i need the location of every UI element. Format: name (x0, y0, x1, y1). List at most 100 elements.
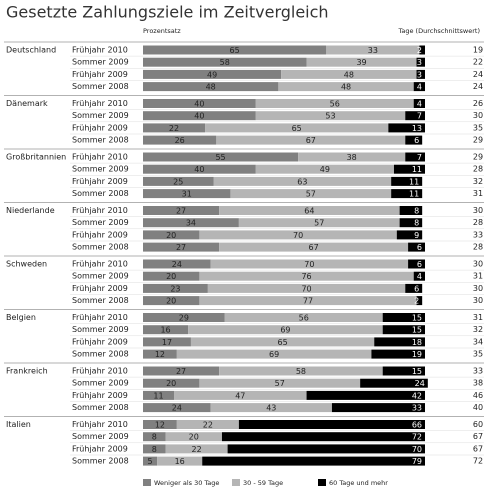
group-label: Dänemark (6, 99, 48, 108)
bar-segment (219, 366, 383, 376)
value-label: 22 (203, 421, 213, 430)
bar-segment (326, 45, 420, 55)
row-label: Frühjahr 2010 (72, 153, 128, 162)
value-label: 11 (412, 165, 422, 174)
days-label: 35 (473, 350, 483, 359)
value-label: 20 (166, 272, 176, 281)
value-label: 29 (179, 314, 189, 323)
row-label: Sommer 2008 (72, 457, 129, 466)
value-label: 40 (194, 112, 204, 121)
row-label: Sommer 2008 (72, 189, 129, 198)
bar-segment (143, 444, 166, 454)
value-label: 20 (166, 231, 176, 240)
value-label: 8 (152, 433, 157, 442)
value-label: 49 (207, 70, 217, 79)
value-label: 15 (412, 314, 422, 323)
bar-segment (238, 218, 400, 228)
value-label: 38 (347, 153, 357, 162)
legend-label: 60 Tage und mehr (329, 479, 388, 487)
bar-segment (219, 206, 400, 215)
bar-segment (224, 313, 383, 322)
days-label: 22 (473, 58, 483, 67)
value-label: 16 (160, 326, 170, 335)
value-label: 53 (325, 112, 335, 121)
value-label: 70 (293, 231, 303, 240)
value-label: 40 (194, 100, 204, 109)
value-label: 34 (186, 219, 196, 228)
row-label: Frühjahr 2009 (72, 444, 128, 453)
axis-label: Prozentsatz (143, 27, 181, 35)
value-label: 70 (412, 445, 422, 454)
group-label: Niederlande (6, 206, 55, 215)
days-label: 38 (473, 379, 483, 388)
value-label: 65 (230, 46, 240, 55)
row-label: Frühjahr 2010 (72, 206, 128, 215)
row-label: Sommer 2009 (72, 379, 129, 388)
legend-label: 30 - 59 Tage (243, 479, 283, 487)
row-label: Frühjahr 2009 (72, 391, 128, 400)
row-label: Sommer 2008 (72, 403, 129, 412)
value-label: 65 (292, 124, 302, 133)
value-label: 18 (412, 338, 422, 347)
value-label: 7 (417, 112, 422, 121)
bar-segment (143, 271, 200, 281)
bar-segment (143, 420, 177, 429)
value-label: 58 (296, 367, 306, 376)
bar-segment (391, 176, 423, 186)
row-label: Sommer 2009 (72, 218, 129, 227)
value-label: 26 (175, 136, 185, 145)
value-label: 64 (304, 207, 314, 216)
value-label: 27 (176, 243, 186, 252)
row-label: Frühjahr 2009 (72, 337, 128, 346)
bar-segment (213, 176, 392, 186)
days-label: 35 (473, 123, 483, 132)
value-label: 17 (162, 338, 172, 347)
bar-segment (143, 123, 206, 133)
bar-segment (174, 390, 307, 400)
bar-segment (143, 349, 177, 359)
bar-segment (143, 366, 220, 376)
value-label: 56 (330, 100, 340, 109)
value-label: 67 (309, 243, 319, 252)
bar-segment (143, 189, 231, 199)
bar-segment (416, 57, 425, 67)
bar-segment (216, 135, 406, 145)
value-label: 24 (172, 404, 182, 413)
bar-segment (143, 325, 189, 335)
value-label: 24 (172, 260, 182, 269)
bar-segment (143, 218, 239, 228)
bar-segment (391, 189, 423, 199)
bar-segment (143, 259, 211, 269)
row-label: Frühjahr 2010 (72, 260, 128, 269)
value-label: 43 (266, 404, 276, 413)
days-label: 31 (473, 272, 483, 281)
bar-segment (143, 135, 217, 145)
bar-segment (306, 57, 417, 67)
row-label: Sommer 2008 (72, 296, 129, 305)
bar-segment (230, 189, 392, 199)
value-label: 66 (412, 421, 422, 430)
bar-segment (143, 337, 191, 347)
group-label: Italien (6, 420, 31, 429)
value-label: 8 (414, 219, 419, 228)
value-label: 9 (414, 231, 419, 240)
value-label: 72 (412, 433, 422, 442)
row-label: Sommer 2008 (72, 82, 129, 91)
bar-segment (399, 206, 423, 215)
value-label: 4 (417, 100, 422, 109)
bar-segment (199, 378, 361, 388)
value-label: 3 (417, 70, 422, 79)
row-label: Frühjahr 2010 (72, 46, 128, 55)
value-label: 63 (297, 177, 307, 186)
bar-segment (281, 69, 417, 79)
group-label: Großbritannien (6, 153, 66, 162)
value-label: 57 (306, 190, 316, 199)
days-label: 31 (473, 313, 483, 322)
bar-segment (360, 378, 428, 388)
value-label: 27 (176, 207, 186, 216)
bar-segment (255, 164, 394, 174)
value-label: 77 (303, 297, 313, 306)
value-label: 39 (356, 58, 366, 67)
bar-segment (199, 271, 414, 281)
